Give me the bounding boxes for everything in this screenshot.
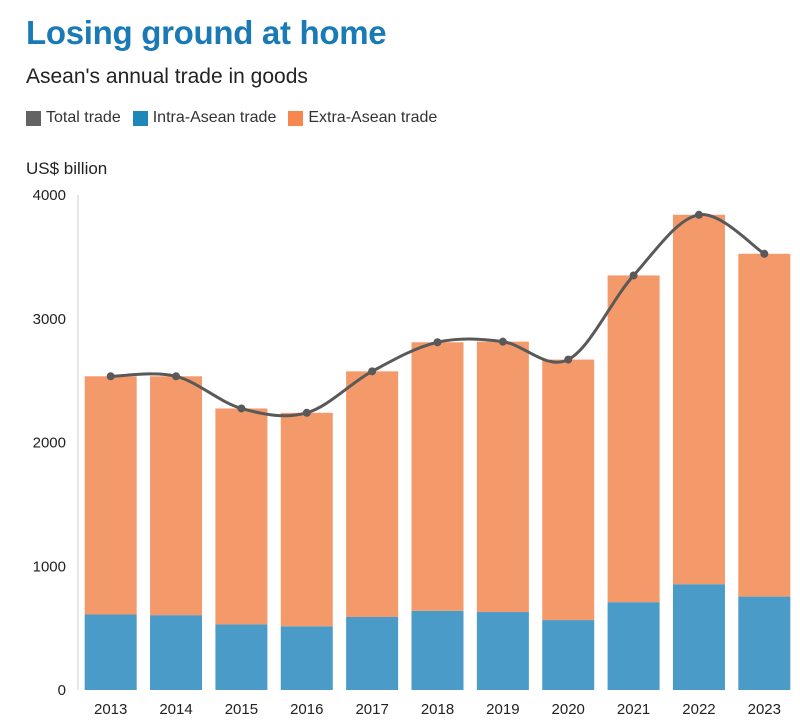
bar-extra-2023[interactable] <box>738 254 790 597</box>
bar-extra-2016[interactable] <box>281 413 333 626</box>
x-tick-label: 2020 <box>552 701 585 718</box>
y-tick-label: 4000 <box>33 187 66 204</box>
x-tick-label: 2021 <box>617 701 650 718</box>
total-trade-point-2013[interactable] <box>107 372 115 380</box>
total-trade-point-2023[interactable] <box>760 250 768 258</box>
y-tick-label: 2000 <box>33 435 66 452</box>
y-tick-label: 3000 <box>33 311 66 328</box>
bar-intra-2013[interactable] <box>85 615 137 690</box>
chart-area: 0 1000 2000 3000 4000 2013 2014 2015 2016 2017 201… <box>0 0 800 720</box>
bar-intra-2019[interactable] <box>477 612 529 690</box>
total-trade-point-2020[interactable] <box>564 356 572 364</box>
bar-extra-2013[interactable] <box>85 376 137 614</box>
total-trade-point-2017[interactable] <box>368 367 376 375</box>
x-tick-label: 2022 <box>682 701 715 718</box>
bars <box>85 215 791 690</box>
bar-intra-2022[interactable] <box>673 584 725 690</box>
total-trade-point-2018[interactable] <box>434 338 442 346</box>
bar-extra-2022[interactable] <box>673 215 725 584</box>
bar-intra-2018[interactable] <box>412 611 464 690</box>
bar-extra-2017[interactable] <box>346 371 398 617</box>
bar-intra-2017[interactable] <box>346 617 398 690</box>
total-trade-point-2015[interactable] <box>237 404 245 412</box>
y-tick-label: 0 <box>58 682 66 699</box>
x-tick-label: 2023 <box>748 701 781 718</box>
y-tick-label: 1000 <box>33 558 66 575</box>
total-trade-point-2019[interactable] <box>499 338 507 346</box>
total-trade-point-2022[interactable] <box>695 211 703 219</box>
x-tick-label: 2013 <box>94 701 127 718</box>
bar-intra-2023[interactable] <box>738 597 790 690</box>
bar-intra-2014[interactable] <box>150 615 202 690</box>
x-tick-label: 2017 <box>355 701 388 718</box>
total-trade-point-2016[interactable] <box>303 409 311 417</box>
bar-extra-2018[interactable] <box>412 342 464 611</box>
bar-extra-2015[interactable] <box>215 408 267 624</box>
total-trade-point-2014[interactable] <box>172 372 180 380</box>
x-tick-label: 2016 <box>290 701 323 718</box>
bar-extra-2019[interactable] <box>477 342 529 612</box>
bar-extra-2021[interactable] <box>608 275 660 602</box>
bar-intra-2021[interactable] <box>608 602 660 690</box>
x-tick-label: 2019 <box>486 701 519 718</box>
axes: 0 1000 2000 3000 4000 2013 2014 2015 2016 2017 201… <box>33 187 781 718</box>
bar-intra-2016[interactable] <box>281 626 333 690</box>
x-tick-label: 2018 <box>421 701 454 718</box>
x-tick-label: 2015 <box>225 701 258 718</box>
bar-intra-2020[interactable] <box>542 620 594 690</box>
bar-extra-2014[interactable] <box>150 376 202 615</box>
x-tick-label: 2014 <box>159 701 192 718</box>
bar-extra-2020[interactable] <box>542 360 594 620</box>
total-trade-point-2021[interactable] <box>630 271 638 279</box>
bar-intra-2015[interactable] <box>215 624 267 690</box>
